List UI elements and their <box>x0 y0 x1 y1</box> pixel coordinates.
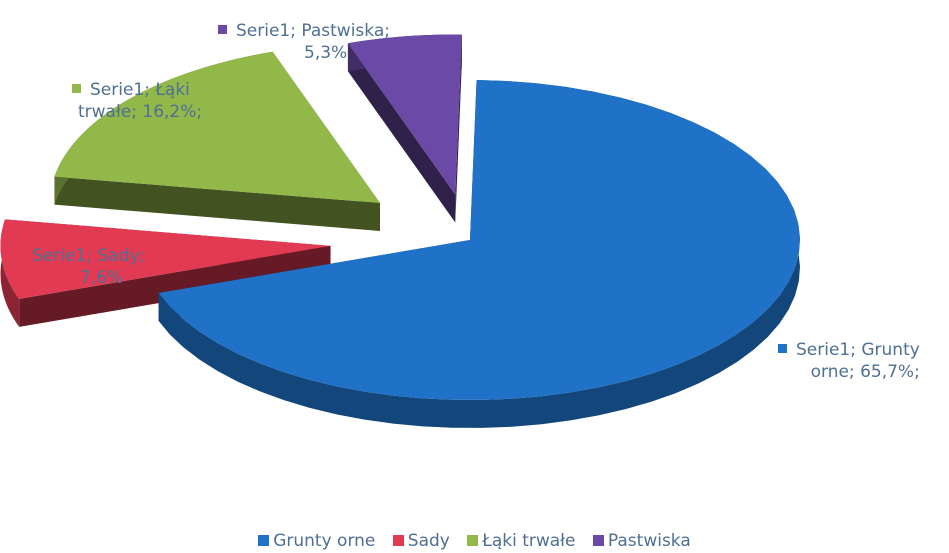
data-label-sady: Serie1; Sady; 7,6% <box>14 245 145 289</box>
legend-swatch-laki-trwale <box>72 84 81 93</box>
legend-item-grunty-orne: Grunty orne <box>258 530 375 552</box>
legend-key-laki-trwale <box>467 535 479 546</box>
slice-laki-trwale <box>54 51 380 232</box>
data-label-pastwiska: Serie1; Pastwiska; 5,3% <box>218 20 390 64</box>
slice-rim-sady <box>0 219 20 327</box>
slice-pastwiska <box>347 34 462 223</box>
pie-slices <box>0 34 800 428</box>
legend-item-pastwiska: Pastwiska <box>592 530 691 552</box>
legend-key-grunty-orne <box>258 535 270 546</box>
data-label-laki-trwale: Serie1; Łąki trwałe; 16,2%; <box>72 79 202 123</box>
legend-key-sady <box>392 535 404 546</box>
legend-swatch-grunty-orne <box>778 344 787 353</box>
slice-sady <box>0 219 331 327</box>
data-label-grunty-orne: Serie1; Grunty orne; 65,7%; <box>778 339 920 383</box>
legend-key-pastwiska <box>592 535 604 546</box>
slice-top-pastwiska <box>347 34 462 195</box>
legend-swatch-sady <box>14 250 23 259</box>
slice-top-laki-trwale <box>54 51 380 204</box>
legend-item-sady: Sady <box>392 530 450 552</box>
legend-item-laki-trwale: Łąki trwałe <box>467 530 575 552</box>
legend-swatch-pastwiska <box>218 25 227 34</box>
slice-top-sady <box>0 219 331 299</box>
slice-wall-pastwiska-0 <box>347 43 456 223</box>
chart-legend: Grunty orne Sady Łąki trwałe Pastwiska <box>0 530 949 552</box>
slice-grunty-orne <box>158 80 800 428</box>
slice-top-grunty-orne <box>158 80 800 400</box>
slice-wall-laki-trwale-0 <box>54 176 380 232</box>
slice-wall-pastwiska-1 <box>455 34 462 223</box>
